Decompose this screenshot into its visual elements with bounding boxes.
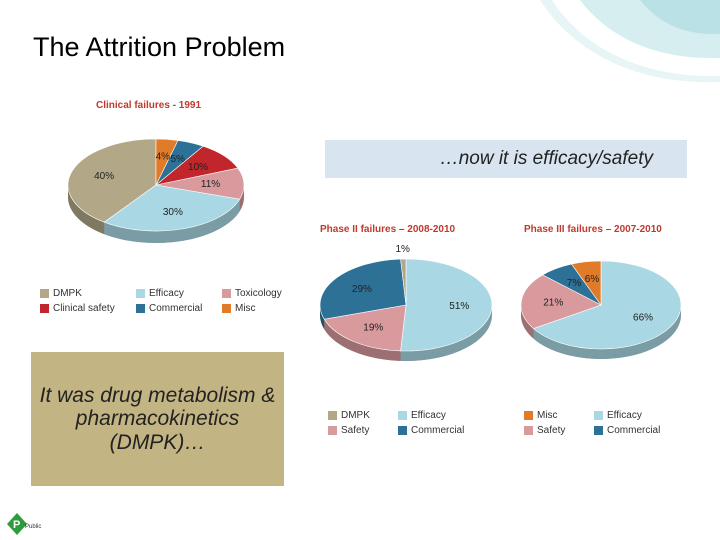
pie-slice-label: 19% (363, 323, 383, 334)
pie-slice-side-dmpk (68, 185, 105, 235)
callout-efficacy-safety: …now it is efficacy/safety (325, 140, 687, 178)
pie-slice-misc (155, 138, 179, 186)
legend-label: Commercial (149, 303, 203, 314)
legend-swatch (524, 411, 533, 420)
legend-label: Commercial (607, 425, 661, 436)
slide-title: The Attrition Problem (33, 32, 286, 62)
chart-legend: DMPK Efficacy Toxicology Clinical safety Com… (40, 288, 292, 314)
legend-swatch (222, 289, 231, 298)
pie-slice-side-efficacy (533, 305, 681, 359)
chart-legend: Misc Efficacy Safety Commercial (524, 410, 664, 436)
pie-slice-side-efficacy (400, 305, 492, 361)
pie-slice-label: 5% (170, 154, 185, 165)
pie-slice-dmpk (400, 258, 407, 306)
legend-swatch (594, 411, 603, 420)
pie-slice-label: 10% (188, 162, 208, 173)
legend-item-efficacy: Efficacy (136, 288, 214, 299)
legend-swatch (328, 426, 337, 435)
footer-label: Public (25, 524, 42, 530)
pie-slice-label: 29% (352, 284, 372, 295)
pie-slice-label: 6% (585, 274, 600, 285)
legend-swatch (222, 304, 231, 313)
legend-label: DMPK (53, 288, 82, 299)
legend-item-safety: Safety (328, 425, 390, 436)
legend-item-dmpk: DMPK (40, 288, 128, 299)
pie-slice-label: 11% (201, 179, 220, 190)
legend-swatch (40, 304, 49, 313)
legend-swatch (524, 426, 533, 435)
legend-item-safety: Safety (524, 425, 586, 436)
svg-text:P: P (13, 519, 20, 531)
pie-chart: 40% 30% 11% 10%5%4% (67, 138, 245, 244)
pie-slice-label: 40% (94, 171, 114, 182)
legend-item-efficacy: Efficacy (398, 410, 468, 421)
chart-legend: DMPK Efficacy Safety Commercial (328, 410, 468, 436)
legend-item-commercial: Commercial (136, 303, 214, 314)
legend-item-commercial: Commercial (398, 425, 468, 436)
chart-title: Phase II failures – 2008-2010 (320, 224, 456, 235)
pie-slice-misc (571, 260, 602, 306)
company-logo-icon: P (7, 513, 27, 535)
legend-label: Efficacy (411, 410, 446, 421)
pie-slice-side-efficacy (104, 199, 240, 244)
legend-label: Efficacy (607, 410, 642, 421)
pie-slice-label: 21% (543, 298, 563, 309)
legend-label: Safety (341, 425, 370, 436)
pie-chart: 51% 19% 29% 1% (319, 244, 493, 361)
legend-swatch (136, 289, 145, 298)
legend-item-efficacy: Efficacy (594, 410, 664, 421)
legend-label: DMPK (341, 410, 370, 421)
pie-chart: 66% 21% 7% 6% (520, 260, 682, 359)
chart-title: Clinical failures - 1991 (96, 100, 202, 111)
legend-label: Safety (537, 425, 566, 436)
pie-slice-side-commercial (320, 305, 325, 330)
callout-dmpk: It was drug metabolism & pharmacokinetic… (31, 352, 284, 486)
pie-slice-side-safety (324, 319, 401, 361)
pie-slice-safety (323, 304, 407, 352)
legend-item-misc: Misc (222, 303, 292, 314)
legend-item-toxicology: Toxicology (222, 288, 292, 299)
legend-swatch (136, 304, 145, 313)
legend-swatch (40, 289, 49, 298)
pie-slice-label: 51% (449, 301, 469, 312)
legend-label: Clinical safety (53, 303, 115, 314)
pie-slice-safety (520, 274, 602, 329)
pie-slice-efficacy (400, 258, 493, 352)
pie-slice-dmpk (67, 138, 157, 223)
legend-swatch (398, 411, 407, 420)
chart-title: Phase III failures – 2007-2010 (524, 224, 662, 235)
chart-phase-ii-failures: Phase II failures – 2008-2010 51% 19% 29% 1… (314, 214, 512, 446)
legend-label: Commercial (411, 425, 465, 436)
pie-slice-side-safety (521, 305, 534, 339)
legend-label: Efficacy (149, 288, 184, 299)
legend-label: Misc (235, 303, 256, 314)
pie-slice-label: 7% (567, 278, 582, 289)
legend-item-clinical-safety: Clinical safety (40, 303, 128, 314)
pie-slice-commercial (319, 258, 407, 320)
legend-swatch (594, 426, 603, 435)
pie-slice-label: 4% (156, 152, 171, 163)
chart-phase-iii-failures: Phase III failures – 2007-2010 66% 21% 7% 6… (516, 214, 686, 446)
pie-slice-efficacy (532, 260, 682, 350)
legend-swatch (398, 426, 407, 435)
legend-label: Toxicology (235, 288, 282, 299)
legend-item-dmpk: DMPK (328, 410, 390, 421)
pie-slice-label: 30% (163, 207, 183, 218)
pie-slice-efficacy (103, 184, 241, 232)
pie-slice-side-toxicology (239, 185, 244, 212)
chart-clinical-failures-1991: Clinical failures - 1991 40% 30% 11% 10% 5% 4… (34, 92, 282, 322)
pie-slice-label: 66% (633, 313, 653, 324)
pie-slice-label: 1% (395, 244, 410, 255)
legend-item-commercial: Commercial (594, 425, 664, 436)
legend-swatch (328, 411, 337, 420)
legend-label: Misc (537, 410, 558, 421)
legend-item-misc: Misc (524, 410, 586, 421)
decorative-corner-graphic (540, 0, 720, 83)
